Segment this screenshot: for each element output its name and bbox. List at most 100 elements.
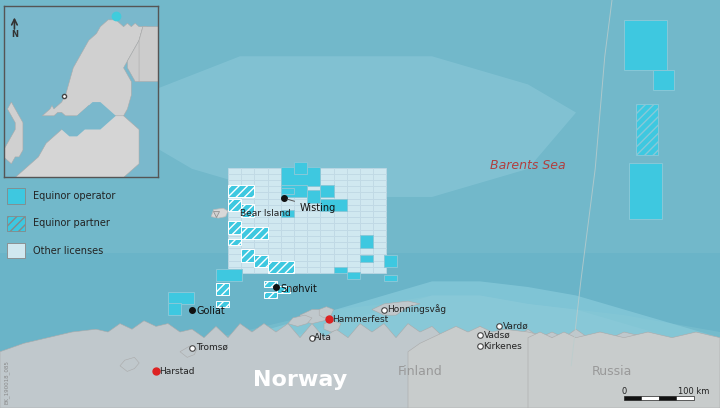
Bar bbox=[228, 239, 241, 245]
Bar bbox=[6, 243, 25, 258]
Bar bbox=[241, 180, 254, 186]
Bar bbox=[281, 205, 294, 211]
Bar bbox=[216, 283, 229, 295]
Bar bbox=[360, 174, 373, 180]
Bar bbox=[373, 254, 387, 261]
Bar bbox=[6, 215, 25, 231]
Bar bbox=[281, 211, 294, 217]
Bar bbox=[373, 230, 387, 236]
Bar bbox=[373, 224, 387, 230]
Bar bbox=[333, 205, 347, 211]
Bar bbox=[228, 193, 241, 199]
Bar bbox=[347, 180, 360, 186]
Bar bbox=[241, 242, 254, 248]
Bar bbox=[281, 248, 294, 254]
Bar bbox=[360, 255, 373, 262]
Text: Honningsvåg: Honningsvåg bbox=[387, 305, 446, 315]
Bar bbox=[241, 204, 254, 217]
Polygon shape bbox=[0, 295, 720, 408]
Bar bbox=[307, 230, 320, 236]
Bar bbox=[254, 254, 268, 261]
Bar bbox=[384, 275, 397, 282]
Bar bbox=[320, 199, 333, 205]
Bar bbox=[333, 217, 347, 224]
Bar bbox=[241, 193, 254, 199]
Bar bbox=[307, 224, 320, 230]
Bar bbox=[333, 248, 347, 254]
Bar bbox=[333, 174, 347, 180]
Bar bbox=[281, 174, 294, 180]
Bar bbox=[373, 199, 387, 205]
Bar bbox=[294, 242, 307, 248]
Bar bbox=[281, 230, 294, 236]
Bar bbox=[347, 236, 360, 242]
Polygon shape bbox=[372, 301, 420, 315]
Bar bbox=[294, 254, 307, 261]
Bar bbox=[333, 230, 347, 236]
Bar bbox=[307, 236, 320, 242]
Bar bbox=[333, 193, 347, 199]
Polygon shape bbox=[127, 27, 158, 82]
Bar bbox=[254, 193, 268, 199]
Bar bbox=[281, 261, 294, 267]
Bar bbox=[333, 224, 347, 230]
Bar bbox=[347, 168, 360, 174]
Bar bbox=[228, 224, 241, 230]
Bar bbox=[360, 248, 373, 254]
Bar bbox=[294, 217, 307, 224]
Bar bbox=[228, 199, 241, 211]
Text: N: N bbox=[11, 30, 18, 39]
Bar bbox=[373, 248, 387, 254]
Bar bbox=[294, 180, 307, 186]
Bar bbox=[228, 217, 241, 224]
Polygon shape bbox=[4, 116, 139, 212]
Bar bbox=[307, 254, 320, 261]
Bar bbox=[373, 193, 387, 199]
Bar bbox=[347, 174, 360, 180]
Bar bbox=[241, 224, 254, 230]
Bar bbox=[320, 248, 333, 254]
Bar bbox=[360, 199, 373, 205]
Bar bbox=[320, 168, 333, 174]
Text: 0: 0 bbox=[621, 388, 626, 397]
Text: Kirkenes: Kirkenes bbox=[484, 341, 522, 350]
Bar bbox=[281, 193, 294, 199]
Bar bbox=[347, 267, 360, 273]
Text: Equinor partner: Equinor partner bbox=[33, 218, 110, 228]
Bar bbox=[347, 230, 360, 236]
Bar bbox=[642, 396, 659, 399]
Bar bbox=[307, 193, 320, 199]
Bar bbox=[254, 236, 268, 242]
Bar bbox=[320, 230, 333, 236]
Text: Vadsø: Vadsø bbox=[484, 330, 510, 339]
Bar bbox=[228, 199, 241, 205]
Bar bbox=[320, 199, 347, 211]
Bar bbox=[228, 186, 241, 193]
Bar bbox=[373, 236, 387, 242]
Bar bbox=[241, 199, 254, 205]
Bar bbox=[373, 174, 387, 180]
Bar bbox=[373, 205, 387, 211]
Bar bbox=[228, 205, 241, 211]
Bar bbox=[241, 267, 254, 273]
Polygon shape bbox=[139, 27, 158, 82]
Bar bbox=[373, 242, 387, 248]
Bar bbox=[241, 174, 254, 180]
Bar bbox=[268, 211, 281, 217]
Bar bbox=[294, 186, 307, 193]
Bar bbox=[268, 267, 281, 273]
Bar bbox=[6, 188, 25, 204]
Bar bbox=[228, 168, 241, 174]
Text: Vardø: Vardø bbox=[503, 322, 528, 331]
Bar bbox=[216, 269, 243, 282]
Bar bbox=[268, 254, 281, 261]
Bar bbox=[373, 168, 387, 174]
Polygon shape bbox=[120, 357, 139, 371]
Text: Norway: Norway bbox=[253, 370, 347, 390]
Bar bbox=[360, 205, 373, 211]
Bar bbox=[320, 236, 333, 242]
Bar bbox=[281, 167, 320, 186]
Bar bbox=[294, 267, 307, 273]
Bar bbox=[333, 236, 347, 242]
Bar bbox=[307, 248, 320, 254]
